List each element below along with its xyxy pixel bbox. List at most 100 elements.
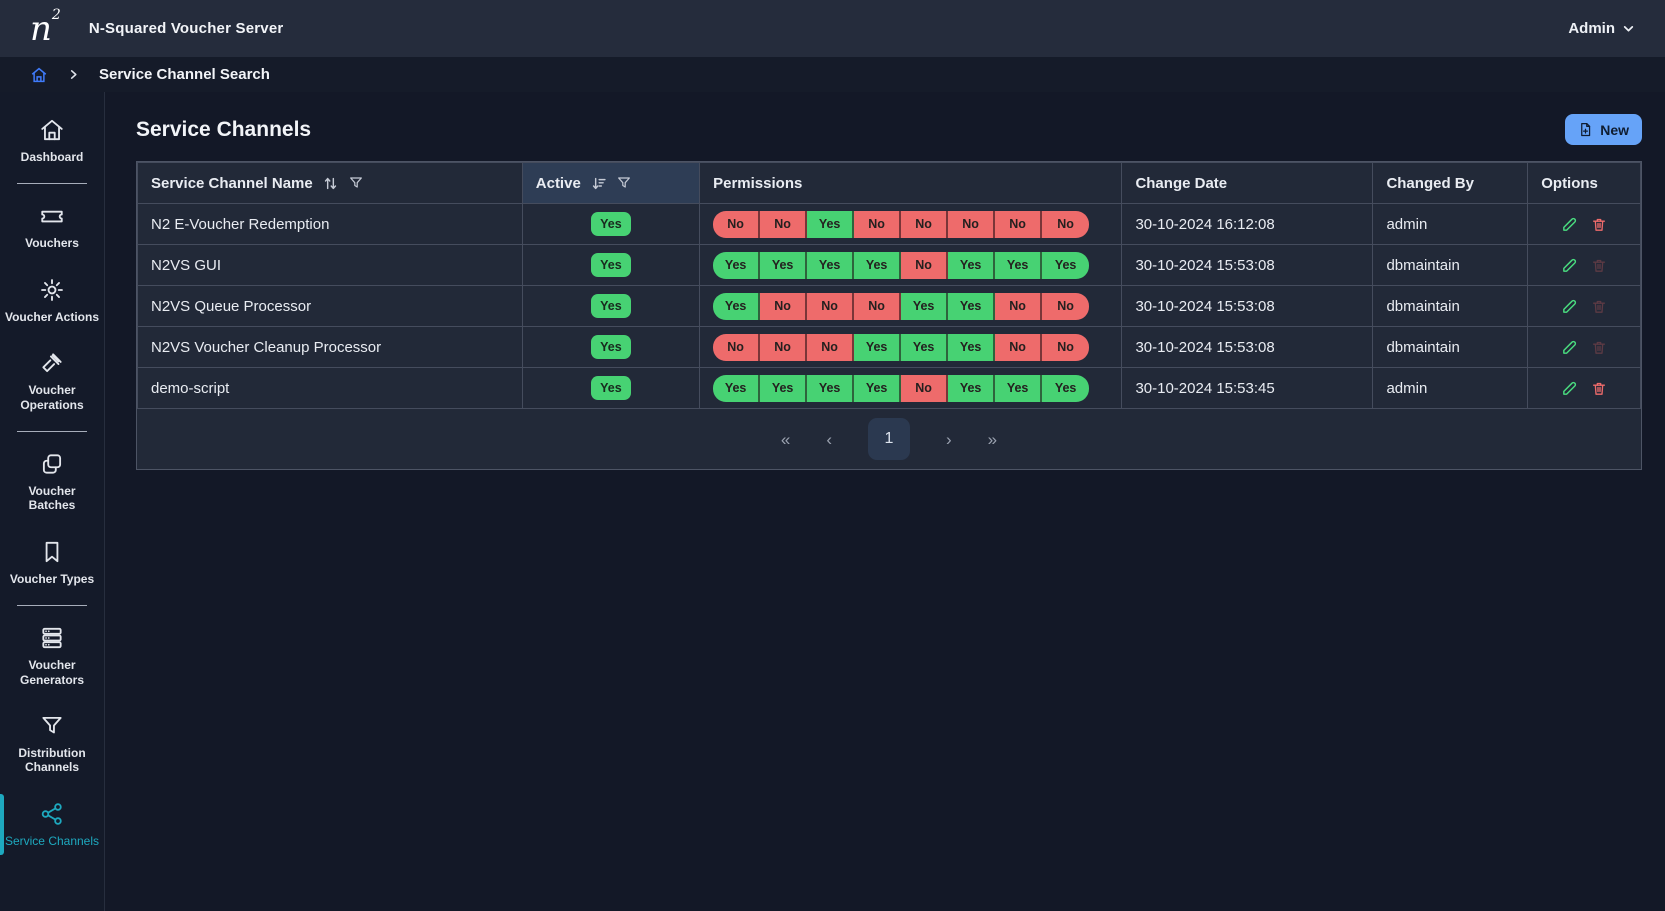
filter-icon[interactable] [616, 175, 632, 191]
column-header-active[interactable]: Active [522, 163, 699, 204]
options-cell [1528, 327, 1641, 368]
permission-badge: No [807, 293, 854, 320]
sidebar-item-distribution-channels[interactable]: Distribution Channels [0, 700, 104, 788]
sidebar-divider [17, 183, 87, 184]
sidebar-item-vouchers[interactable]: Vouchers [0, 190, 104, 263]
sidebar-divider [17, 431, 87, 432]
changed-by-cell: admin [1373, 204, 1528, 245]
app-logo: n2 [30, 12, 61, 46]
pagination-current-page[interactable]: 1 [868, 418, 910, 460]
changed-by-cell: dbmaintain [1373, 245, 1528, 286]
trash-icon[interactable] [1591, 298, 1607, 315]
sidebar-item-label: Vouchers [25, 236, 79, 250]
sidebar-item-voucher-generators[interactable]: Voucher Generators [0, 612, 104, 700]
table-row: N2VS Queue ProcessorYesYesNoNoNoYesYesNo… [138, 286, 1641, 327]
service-channels-panel: Service Channel NameActivePermissions Cha… [136, 161, 1642, 470]
options-cell [1528, 204, 1641, 245]
chevron-down-icon [1622, 22, 1635, 35]
change-date-cell: 30-10-2024 16:12:08 [1122, 204, 1373, 245]
column-label: Changed By [1386, 175, 1474, 192]
changed-by-cell: dbmaintain [1373, 327, 1528, 368]
sidebar-item-voucher-actions[interactable]: Voucher Actions [0, 264, 104, 337]
options-cell [1528, 286, 1641, 327]
permission-badge: No [760, 211, 807, 238]
sidebar-item-label: Dashboard [21, 150, 84, 164]
permission-badge: No [995, 211, 1042, 238]
home-icon [39, 117, 65, 143]
permission-badge: Yes [1042, 375, 1089, 402]
bookmark-icon [39, 539, 65, 565]
pencil-icon[interactable] [1561, 380, 1578, 397]
sidebar-item-voucher-types[interactable]: Voucher Types [0, 526, 104, 599]
permission-badge: Yes [1042, 252, 1089, 279]
sidebar-item-voucher-operations[interactable]: Voucher Operations [0, 337, 104, 425]
permission-badge: No [854, 293, 901, 320]
pagination-first-button[interactable]: « [781, 431, 790, 448]
pagination-next-button[interactable]: › [946, 431, 952, 448]
ticket-icon [39, 203, 65, 229]
pencil-icon[interactable] [1561, 216, 1578, 233]
permission-badge: No [1042, 334, 1089, 361]
column-header-options: Options [1528, 163, 1641, 204]
pencil-icon[interactable] [1561, 257, 1578, 274]
pagination-last-button[interactable]: » [988, 431, 997, 448]
permission-badge: No [1042, 211, 1089, 238]
user-menu-button[interactable]: Admin [1568, 20, 1635, 37]
sidebar-item-service-channels[interactable]: Service Channels [0, 788, 104, 861]
table-row: N2 E-Voucher RedemptionYesNoNoYesNoNoNoN… [138, 204, 1641, 245]
sidebar-item-dashboard[interactable]: Dashboard [0, 104, 104, 177]
table-row: N2VS Voucher Cleanup ProcessorYesNoNoNoY… [138, 327, 1641, 368]
permission-badge: No [995, 334, 1042, 361]
file-plus-icon [1578, 122, 1593, 137]
permission-badge: No [901, 375, 948, 402]
permission-badge: Yes [948, 375, 995, 402]
trash-icon[interactable] [1591, 339, 1607, 356]
new-button[interactable]: New [1565, 114, 1642, 145]
active-cell: Yes [522, 286, 699, 327]
table-row: demo-scriptYesYesYesYesYesNoYesYesYes30-… [138, 368, 1641, 409]
permission-badge: No [901, 211, 948, 238]
permission-badge: Yes [760, 375, 807, 402]
change-date-cell: 30-10-2024 15:53:08 [1122, 327, 1373, 368]
column-header-permissions: Permissions [700, 163, 1122, 204]
home-icon[interactable] [30, 66, 48, 84]
permissions-cell: YesYesYesYesNoYesYesYes [700, 368, 1122, 409]
permission-badge: Yes [807, 375, 854, 402]
share-icon [39, 801, 65, 827]
channel-name-cell: N2 E-Voucher Redemption [138, 204, 523, 245]
pencil-icon[interactable] [1561, 339, 1578, 356]
permission-badge: No [807, 334, 854, 361]
change-date-cell: 30-10-2024 15:53:08 [1122, 245, 1373, 286]
sort-icon[interactable] [322, 175, 339, 192]
trash-icon[interactable] [1591, 257, 1607, 274]
filter-icon[interactable] [348, 175, 364, 191]
column-header-service-channel-name[interactable]: Service Channel Name [138, 163, 523, 204]
pagination-prev-button[interactable]: ‹ [826, 431, 832, 448]
change-date-cell: 30-10-2024 15:53:08 [1122, 286, 1373, 327]
permission-badge: No [760, 334, 807, 361]
column-header-changed-by: Changed By [1373, 163, 1528, 204]
channel-name-cell: N2VS Voucher Cleanup Processor [138, 327, 523, 368]
table-row: N2VS GUIYesYesYesYesYesNoYesYesYes30-10-… [138, 245, 1641, 286]
changed-by-cell: admin [1373, 368, 1528, 409]
permission-badge: Yes [901, 334, 948, 361]
permissions-cell: YesNoNoNoYesYesNoNo [700, 286, 1122, 327]
sidebar-item-label: Voucher Operations [4, 383, 100, 412]
permission-badge: Yes [713, 375, 760, 402]
trash-icon[interactable] [1591, 380, 1607, 397]
permission-badge: No [948, 211, 995, 238]
permission-badge: Yes [854, 334, 901, 361]
sidebar-item-label: Voucher Generators [4, 658, 100, 687]
permission-badge: Yes [995, 252, 1042, 279]
table-body: N2 E-Voucher RedemptionYesNoNoYesNoNoNoN… [138, 204, 1641, 409]
breadcrumb-chevron-icon [68, 69, 79, 80]
sidebar-item-label: Distribution Channels [4, 746, 100, 775]
pencil-icon[interactable] [1561, 298, 1578, 315]
permission-badge: Yes [713, 252, 760, 279]
permission-badge: Yes [901, 293, 948, 320]
column-label: Change Date [1135, 175, 1227, 192]
sidebar-item-voucher-batches[interactable]: Voucher Batches [0, 438, 104, 526]
trash-icon[interactable] [1591, 216, 1607, 233]
sort-desc-icon[interactable] [590, 175, 607, 192]
permission-badge: Yes [948, 334, 995, 361]
